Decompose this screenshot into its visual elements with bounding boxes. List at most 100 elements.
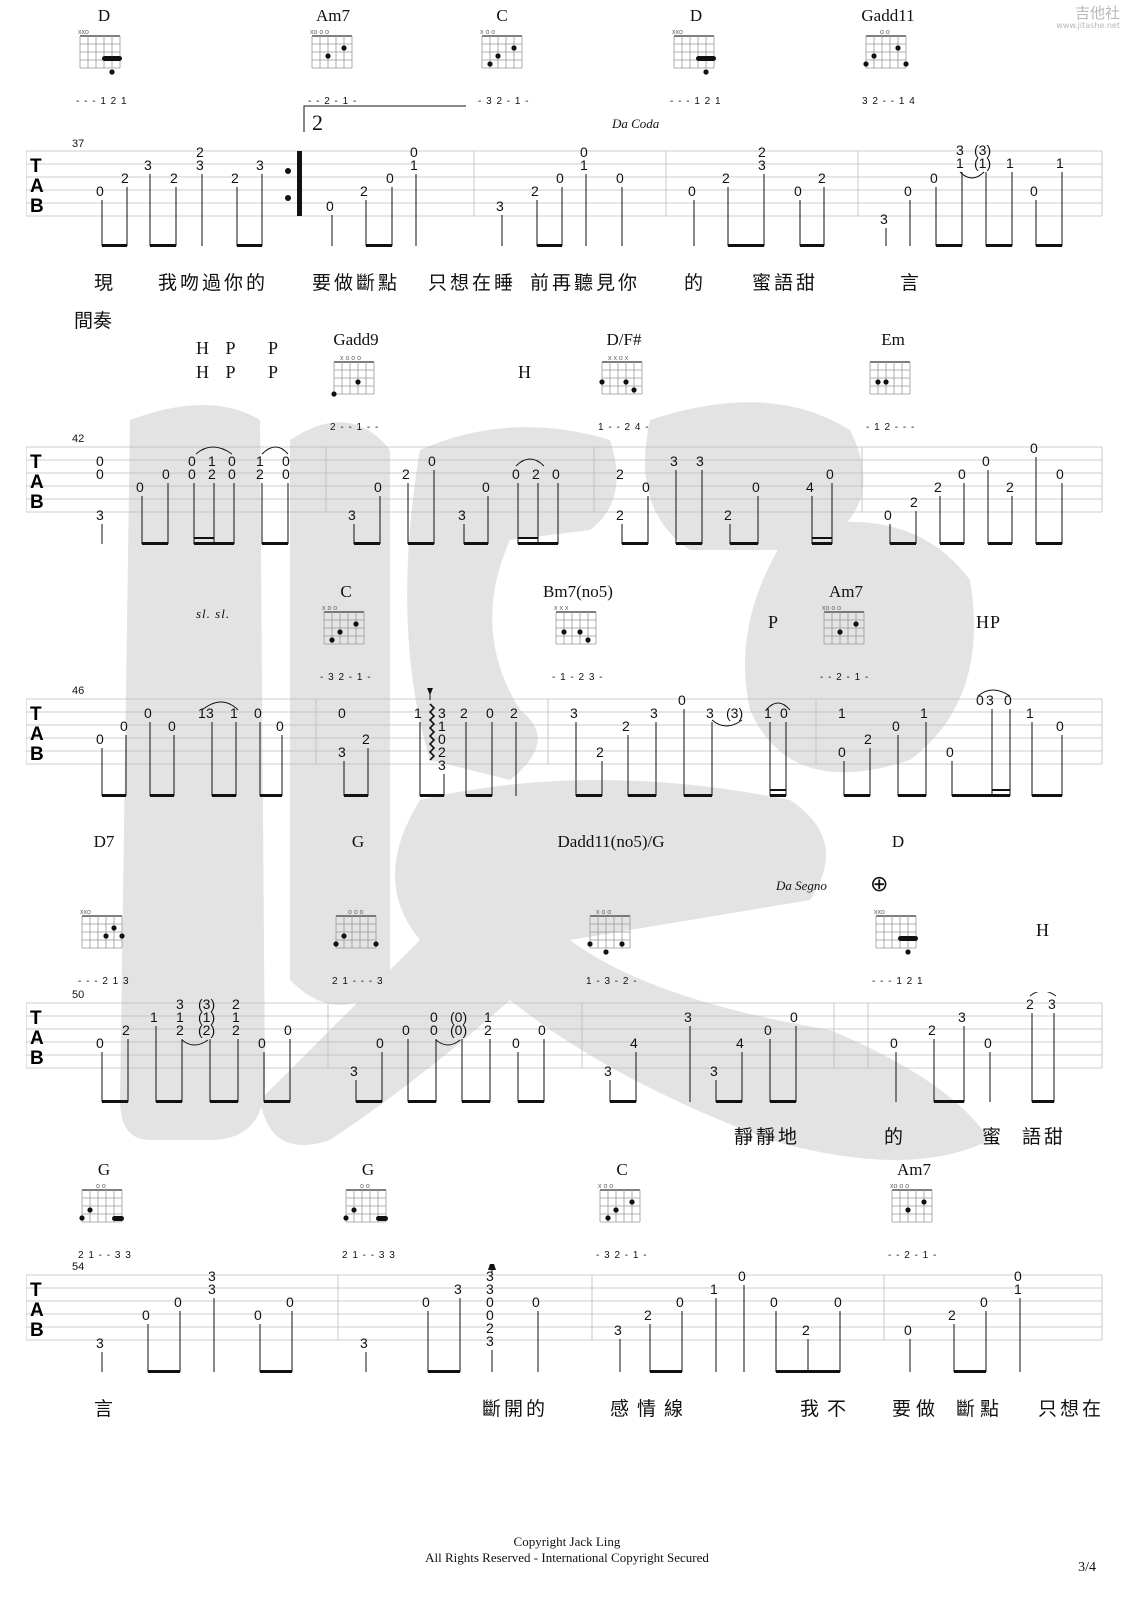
svg-text:0: 0 [430, 1009, 438, 1025]
svg-text:1: 1 [1026, 705, 1034, 721]
svg-text:3: 3 [706, 705, 714, 721]
svg-text:2: 2 [231, 170, 239, 186]
chord-name: Em [881, 330, 905, 349]
chord-diagram-icon: o o [343, 1184, 388, 1223]
chord-diagram-icon: xo o o [822, 606, 865, 645]
svg-text:3: 3 [208, 1281, 216, 1297]
svg-text:x x o x: x x o x [608, 356, 629, 362]
svg-text:1: 1 [1006, 155, 1014, 171]
chord-name: D7 [93, 832, 115, 851]
svg-text:(1): (1) [198, 1009, 215, 1025]
svg-text:0: 0 [228, 466, 236, 482]
svg-text:0: 0 [430, 1022, 438, 1038]
chord-name: D [891, 832, 905, 851]
lyric-text: 言 [94, 1398, 117, 1420]
svg-text:4: 4 [736, 1035, 744, 1051]
tab-staff: TAB 021312(3)(1)(2)2120030000(0)(0)12003… [26, 992, 1103, 1103]
svg-text:0: 0 [188, 466, 196, 482]
volta-number: 2 [312, 110, 323, 135]
svg-text:A: A [30, 472, 44, 493]
svg-text:3: 3 [670, 453, 678, 469]
svg-text:0: 0 [142, 1307, 150, 1323]
chord-name: G [361, 1160, 375, 1179]
svg-text:3: 3 [438, 757, 446, 773]
svg-text:0: 0 [410, 144, 418, 160]
site-logo-url: www.jitashe.net [1056, 21, 1120, 30]
svg-text:0: 0 [422, 1294, 430, 1310]
svg-text:T: T [30, 156, 42, 177]
chord-diagram-icon: x o o [322, 606, 365, 645]
svg-text:0: 0 [552, 466, 560, 482]
chord-fingering: - - - 1 2 1 [872, 976, 924, 987]
svg-text:0: 0 [770, 1294, 778, 1310]
svg-text:2: 2 [928, 1022, 936, 1038]
svg-text:3: 3 [758, 157, 766, 173]
svg-text:0: 0 [538, 1022, 546, 1038]
svg-text:0: 0 [168, 718, 176, 734]
svg-text:3: 3 [256, 157, 264, 173]
svg-text:2: 2 [1006, 479, 1014, 495]
svg-text:2: 2 [486, 1320, 494, 1336]
svg-text:2: 2 [402, 466, 410, 482]
svg-text:1: 1 [150, 1009, 158, 1025]
svg-text:0: 0 [374, 479, 382, 495]
svg-text:0: 0 [958, 466, 966, 482]
measure-number: 46 [72, 685, 85, 697]
svg-text:2: 2 [360, 183, 368, 199]
lyric-text: 的 [884, 1126, 907, 1148]
svg-text:1: 1 [764, 705, 772, 721]
svg-text:T: T [30, 1280, 42, 1301]
lyric-text: 要做斷點 [312, 272, 401, 294]
svg-text:0: 0 [890, 1035, 898, 1051]
svg-text:2: 2 [616, 507, 624, 523]
svg-text:0: 0 [752, 479, 760, 495]
svg-text:2: 2 [510, 705, 518, 721]
svg-text:2: 2 [758, 144, 766, 160]
svg-text:0: 0 [980, 1294, 988, 1310]
svg-text:0: 0 [376, 1035, 384, 1051]
svg-text:0: 0 [96, 453, 104, 469]
svg-text:x o o: x o o [596, 910, 611, 916]
chord-name: D/F# [606, 330, 642, 349]
chord-fingering: - - - 1 2 1 [76, 96, 128, 107]
svg-text:0: 0 [738, 1268, 746, 1284]
svg-text:1: 1 [1056, 155, 1064, 171]
chord-fingering: - - 2 - 1 - [888, 1250, 938, 1261]
svg-text:0: 0 [188, 453, 196, 469]
svg-text:1: 1 [232, 1009, 240, 1025]
svg-text:0: 0 [276, 718, 284, 734]
chord-name: C [616, 1160, 628, 1179]
svg-text:T: T [30, 704, 42, 725]
copyright-line: Copyright Jack Ling [513, 1534, 621, 1549]
svg-text:x x x: x x x [554, 606, 569, 612]
svg-text:4: 4 [630, 1035, 638, 1051]
svg-text:(3): (3) [974, 142, 991, 158]
lyric-text: 只想在 [1038, 1398, 1105, 1420]
svg-text:0: 0 [764, 1022, 772, 1038]
svg-text:0: 0 [676, 1294, 684, 1310]
chord-fingering: - 1 - 2 3 - [552, 672, 604, 683]
svg-text:0: 0 [826, 466, 834, 482]
svg-text:0: 0 [174, 1294, 182, 1310]
svg-text:(2): (2) [198, 1022, 215, 1038]
svg-text:A: A [30, 724, 44, 745]
svg-text:3: 3 [604, 1063, 612, 1079]
site-logo[interactable]: 吉他社 www.jitashe.net [1056, 6, 1120, 31]
svg-text:1: 1 [484, 1009, 492, 1025]
lyric-text: 要做 [892, 1398, 941, 1420]
svg-text:2: 2 [724, 507, 732, 523]
chord-diagram-icon [869, 361, 911, 395]
technique-label: P [268, 362, 285, 382]
technique-label: P [268, 338, 285, 358]
measure-number: 50 [72, 989, 85, 1001]
svg-text:3: 3 [438, 705, 446, 721]
chord-name: G [97, 1160, 111, 1179]
svg-text:0: 0 [96, 731, 104, 747]
svg-text:2: 2 [122, 1022, 130, 1038]
svg-text:2: 2 [1026, 996, 1034, 1012]
svg-text:0: 0 [286, 1294, 294, 1310]
svg-text:2: 2 [176, 1022, 184, 1038]
svg-text:0: 0 [892, 718, 900, 734]
chord-fingering: - - - 2 1 3 [78, 976, 130, 987]
